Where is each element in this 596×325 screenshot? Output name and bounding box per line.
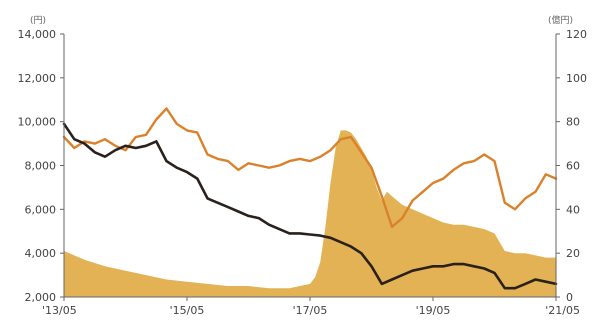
- line-series-0: [62, 107, 558, 229]
- line-series-1: [62, 122, 558, 290]
- right-y-tick-label: 60: [566, 160, 580, 173]
- left-y-tick-label: 4,000: [25, 247, 57, 260]
- right-y-tick-label: 80: [566, 116, 580, 129]
- left-y-tick-label: 14,000: [18, 28, 57, 41]
- area-series-2: [64, 130, 556, 297]
- x-tick-label: '13/05: [42, 304, 77, 317]
- x-tick-label: '19/05: [416, 304, 451, 317]
- right-y-tick-label: 40: [566, 203, 580, 216]
- tick-layer: 14,000 12,000 10,000 8,000 6,000 4,000 2,000 12…: [18, 28, 588, 317]
- line-series-layer: [62, 107, 558, 290]
- right-axis-unit: (億円): [548, 14, 573, 26]
- right-y-tick-label: 120: [566, 28, 587, 41]
- left-axis-unit: (円): [30, 15, 46, 26]
- x-tick-label: '17/05: [293, 304, 328, 317]
- left-y-tick-label: 12,000: [18, 72, 57, 85]
- x-tick-label: '21/05: [545, 304, 580, 317]
- left-y-tick-label: 8,000: [25, 160, 57, 173]
- right-y-tick-label: 100: [566, 72, 587, 85]
- left-y-tick-label: 6,000: [25, 203, 57, 216]
- x-tick-label: '15/05: [170, 304, 205, 317]
- left-y-tick-label: 2,000: [25, 291, 57, 304]
- right-y-tick-label: 0: [566, 291, 573, 304]
- area-series-layer: [64, 130, 556, 297]
- right-y-tick-label: 20: [566, 247, 580, 260]
- left-y-tick-label: 10,000: [18, 116, 57, 129]
